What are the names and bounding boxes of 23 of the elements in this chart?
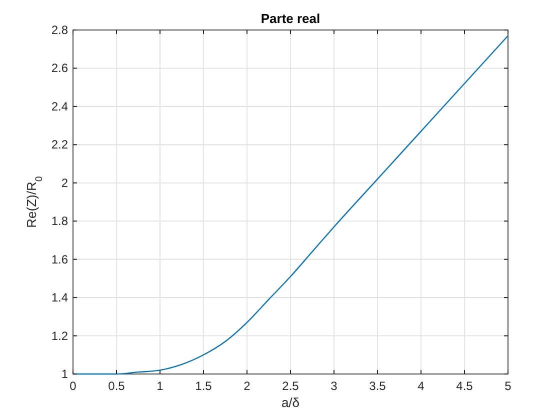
x-tick-label: 1.5 [195,379,212,393]
x-tick-label: 0 [70,379,77,393]
chart-title: Parte real [260,11,320,26]
y-tick-label: 2.8 [51,23,68,37]
y-tick-label: 1.8 [51,214,68,228]
x-axis-title: a/δ [281,395,300,410]
y-tick-label: 1.4 [51,290,68,305]
y-tick-label: 2.2 [51,138,68,152]
x-tick-label: 3 [330,379,338,393]
y-tick-label: 2 [61,176,68,190]
x-tick-label: 4.5 [456,379,474,393]
x-tick-label: 0.5 [108,379,126,393]
x-tick-label: 3.5 [369,379,386,393]
y-tick-label: 2.4 [51,99,68,114]
x-tick-label: 1 [156,379,164,393]
y-tick-label: 1 [61,367,68,381]
x-tick-label: 4 [418,379,425,393]
y-tick-label: 1.2 [51,328,68,343]
y-tick-label: 1.6 [51,252,68,266]
x-tick-label: 2 [244,379,251,393]
y-tick-label: 2.6 [51,61,68,76]
x-tick-label: 2.5 [282,379,300,393]
x-tick-label: 5 [504,379,512,393]
